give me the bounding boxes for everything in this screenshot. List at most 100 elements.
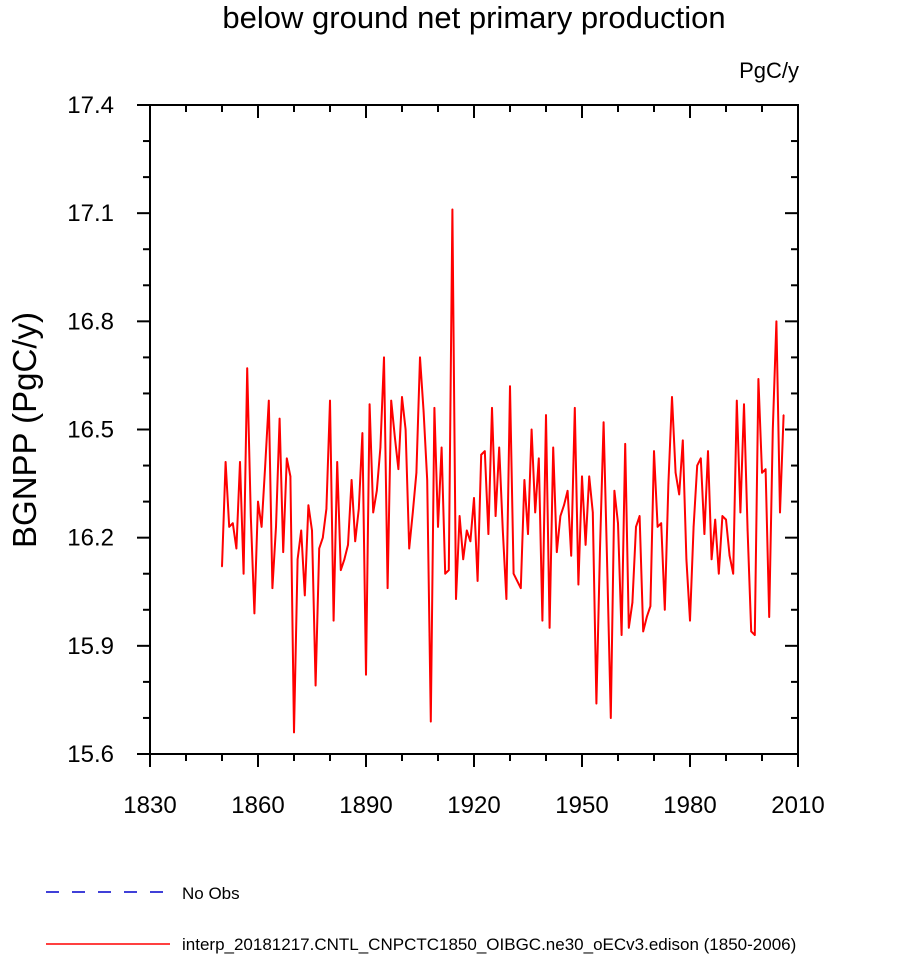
data-point [221, 565, 223, 568]
data-point [775, 320, 778, 323]
data-point [455, 598, 457, 600]
data-point [376, 489, 378, 492]
y-tick-label: 16.8 [67, 308, 114, 335]
data-point [606, 565, 608, 568]
data-point [314, 684, 317, 687]
series-layer [221, 208, 785, 734]
data-point [696, 464, 698, 467]
y-tick-label: 15.6 [67, 741, 114, 768]
data-point [289, 475, 292, 478]
y-tick-label: 16.5 [67, 417, 114, 444]
y-tick-label: 15.9 [67, 633, 114, 660]
data-point [739, 511, 742, 514]
data-point [458, 515, 461, 517]
data-point [422, 410, 425, 413]
data-point [584, 544, 587, 546]
data-point [509, 385, 511, 388]
y-tick-label: 16.2 [67, 525, 114, 552]
tick-labels: 1830 1860 1890 1920 1950 1980 2010 15.6 15.9 16.2… [67, 92, 824, 819]
data-point [599, 547, 601, 550]
plot-frame [149, 104, 799, 755]
data-point [678, 493, 680, 496]
data-point [624, 443, 626, 445]
data-point [426, 479, 429, 481]
data-point [552, 446, 554, 449]
units-label: PgC/y [739, 58, 799, 83]
data-point [268, 399, 270, 402]
data-point [750, 630, 752, 633]
data-point [242, 572, 245, 575]
data-point [718, 572, 720, 575]
data-point [408, 547, 411, 550]
data-point [318, 547, 321, 550]
data-point [250, 515, 252, 517]
data-point [502, 529, 504, 532]
data-point [782, 414, 785, 416]
data-point [592, 511, 594, 514]
legend: No Obs interp_20181217.CNTL_CNPCTC1850_O… [46, 884, 796, 954]
data-point [307, 504, 310, 507]
data-point [710, 558, 713, 561]
data-point [725, 518, 727, 521]
series-line [221, 208, 785, 734]
data-point [520, 587, 522, 589]
data-point [505, 598, 508, 600]
data-point [448, 569, 450, 571]
legend-label-series: interp_20181217.CNTL_CNPCTC1850_OIBGC.ne… [182, 935, 796, 954]
data-point [620, 634, 623, 636]
data-point [444, 572, 447, 575]
data-point [473, 497, 475, 499]
x-tick-label: 1980 [663, 792, 716, 819]
data-point [664, 608, 666, 611]
data-point [332, 619, 335, 622]
data-point [343, 558, 346, 561]
data-point [548, 627, 551, 629]
data-point [462, 558, 465, 561]
data-point [397, 468, 400, 470]
data-point [527, 533, 529, 535]
data-point [707, 450, 709, 452]
data-point [275, 526, 277, 528]
x-tick-label: 1920 [447, 792, 500, 819]
x-tick-label: 1860 [231, 792, 284, 819]
data-point [512, 572, 515, 575]
data-point [253, 612, 256, 615]
data-point [386, 587, 389, 589]
data-point [293, 731, 295, 734]
data-point [581, 475, 583, 478]
data-point [574, 407, 576, 409]
data-point [336, 461, 339, 463]
data-point [613, 489, 616, 492]
data-point [232, 522, 234, 525]
data-point [703, 533, 706, 535]
data-point [757, 378, 760, 380]
data-point [746, 529, 749, 532]
x-tick-label: 1950 [555, 792, 608, 819]
data-point [469, 540, 472, 543]
data-point [347, 544, 349, 546]
data-point [491, 407, 493, 409]
data-point [617, 522, 619, 525]
data-point [602, 421, 605, 424]
data-point [480, 453, 483, 456]
data-point [257, 500, 259, 503]
data-point [340, 569, 342, 571]
data-point [437, 526, 439, 528]
data-point [401, 396, 403, 398]
data-point [628, 627, 630, 629]
data-point [732, 572, 734, 575]
data-point [714, 518, 716, 521]
axis-ticks [137, 104, 799, 767]
data-point [440, 446, 443, 449]
data-point [322, 536, 324, 539]
data-point [685, 558, 688, 561]
y-tick-label: 17.1 [67, 200, 114, 227]
data-point [300, 529, 303, 532]
data-point [311, 529, 313, 532]
data-point [484, 450, 486, 452]
data-point [556, 551, 558, 553]
data-point [754, 634, 756, 636]
data-point [588, 475, 590, 478]
data-point [736, 399, 738, 402]
